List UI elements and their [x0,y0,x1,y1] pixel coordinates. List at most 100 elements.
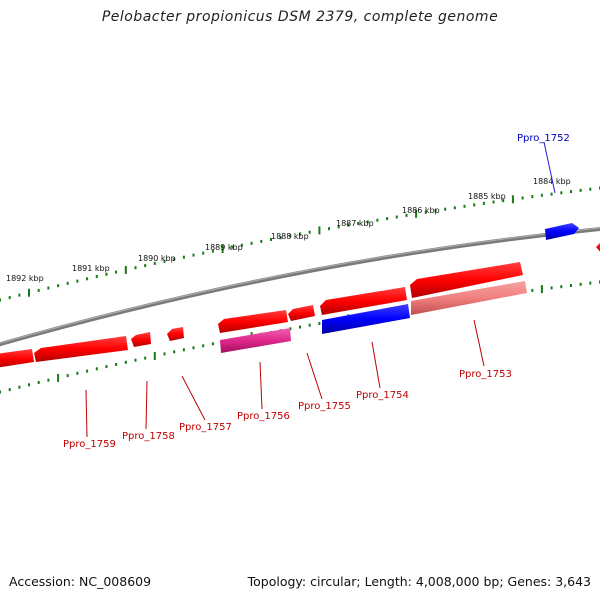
gene-arrow-ppro-1755[interactable] [288,305,315,321]
ruler-minor-tick [405,213,408,217]
gene-label-ppro-1757[interactable]: Ppro_1757 [179,422,232,433]
ruler-minor-tick [8,388,11,392]
ruler-minor-tick [192,346,195,350]
gene-arrow-ppro-1756-magenta[interactable] [220,328,291,353]
ruler-minor-tick [337,225,340,229]
gene-arrow-ppro-1758[interactable] [131,332,151,347]
ruler-minor-tick [76,371,79,375]
ruler-minor-tick [124,360,127,364]
ruler-minor-tick [308,323,311,327]
ruler-label: 1889 kbp [205,243,243,252]
ruler-minor-tick [308,230,311,234]
ruler-label: 1885 kbp [468,192,506,201]
ruler-minor-tick [231,245,234,249]
ruler-minor-tick [270,238,272,241]
ruler-major-tick [124,265,127,274]
ruler-minor-tick [502,199,505,203]
ruler-minor-tick [105,365,108,369]
ruler-minor-tick [550,192,553,196]
gene-arrow-offscreen[interactable] [596,241,600,254]
ruler-label: 1884 kbp [533,177,571,186]
ruler-minor-tick [192,253,195,257]
ruler-minor-tick [299,325,301,329]
ruler-minor-tick [289,327,292,331]
ruler-minor-tick [531,195,534,199]
gene-label-ppro-1755[interactable]: Ppro_1755 [298,401,351,412]
ruler-minor-tick [463,204,466,208]
ruler-major-tick [540,285,543,294]
gene-arrow-ppro-1754-blue[interactable] [322,304,410,334]
ruler-minor-tick [86,369,89,373]
ruler-minor-tick [279,236,282,240]
ruler-major-tick [318,226,321,235]
accession-text: Accession: NC_008609 [9,574,152,589]
ruler-minor-tick [202,344,205,348]
ruler-minor-tick [570,284,572,287]
ruler-minor-tick [299,232,301,236]
ruler-minor-tick [86,277,89,281]
gene-arrow-ppro-1757[interactable] [167,327,184,341]
gene-arrows[interactable] [0,223,600,368]
ruler-label: 1892 kbp [6,274,44,283]
ruler-minor-tick [134,266,137,270]
ruler-minor-tick [240,243,243,247]
ruler-minor-tick [47,378,50,382]
ruler-minor-tick [66,281,69,285]
ruler-minor-tick [57,284,60,288]
gene-arrow-ppro-1752[interactable] [545,223,579,240]
ruler-minor-tick [153,261,156,265]
genome-backbone-highlight [0,227,600,344]
ruler-minor-tick [473,203,476,207]
gene-label-ppro-1759[interactable]: Ppro_1759 [63,439,116,450]
gene-arrow-ppro-1756[interactable] [218,310,288,333]
ruler-minor-tick [28,383,30,387]
ruler-label: 1888 kbp [271,232,309,241]
ruler-major-tick [415,209,418,218]
ruler-label: 1891 kbp [72,264,110,273]
gene-arrow-ppro-1753[interactable] [410,262,523,298]
ruler-minor-tick [95,275,98,278]
ruler-minor-tick [134,358,137,362]
leader-lines [85,141,556,438]
ruler-minor-tick [37,381,40,384]
gene-label-ppro-1752[interactable]: Ppro_1752 [517,133,570,144]
ruler-minor-tick [8,296,11,300]
ruler-minor-tick [115,363,118,366]
ruler-minor-tick [579,188,582,192]
gene-arrow-offscreen-left[interactable] [0,349,34,368]
ruler-minor-tick [260,239,263,243]
gene-arrow-ppro-1759[interactable] [34,336,128,362]
ruler-minor-tick [521,196,524,200]
gene-arrow-ppro-1754[interactable] [320,287,407,315]
ruler-minor-tick [531,288,534,292]
ruler-minor-tick [0,298,1,302]
ruler-minor-tick [144,356,147,360]
ruler-minor-tick [202,251,205,255]
genome-summary-text: Topology: circular; Length: 4,008,000 bp… [247,574,591,589]
ruler-minor-tick [211,249,214,253]
ruler-minor-tick [163,352,166,356]
ruler-minor-tick [105,272,108,276]
ruler-minor-tick [376,218,379,222]
ruler-minor-tick [589,187,592,191]
gene-label-ppro-1753[interactable]: Ppro_1753 [459,369,512,380]
genome-backbone [0,226,600,347]
ruler-minor-tick [424,210,427,214]
gene-label-ppro-1756[interactable]: Ppro_1756 [237,411,290,422]
ruler-minor-tick [163,259,166,263]
ruler-minor-tick [37,288,40,292]
gene-arrow-ppro-1753-alt[interactable] [411,281,527,315]
ruler-major-tick [28,288,30,297]
ruler-major-tick [511,195,514,204]
ruler-minor-tick [570,190,572,194]
gene-label-ppro-1754[interactable]: Ppro_1754 [356,390,409,401]
ruler-minor-tick [357,222,360,225]
ruler-minor-tick [395,215,398,219]
outer-ruler [0,186,600,302]
ruler-major-tick [57,373,60,382]
gene-label-ppro-1758[interactable]: Ppro_1758 [122,431,175,442]
ruler-minor-tick [182,348,185,352]
ruler-minor-tick [492,200,495,204]
ruler-label: 1887 kbp [336,219,374,228]
